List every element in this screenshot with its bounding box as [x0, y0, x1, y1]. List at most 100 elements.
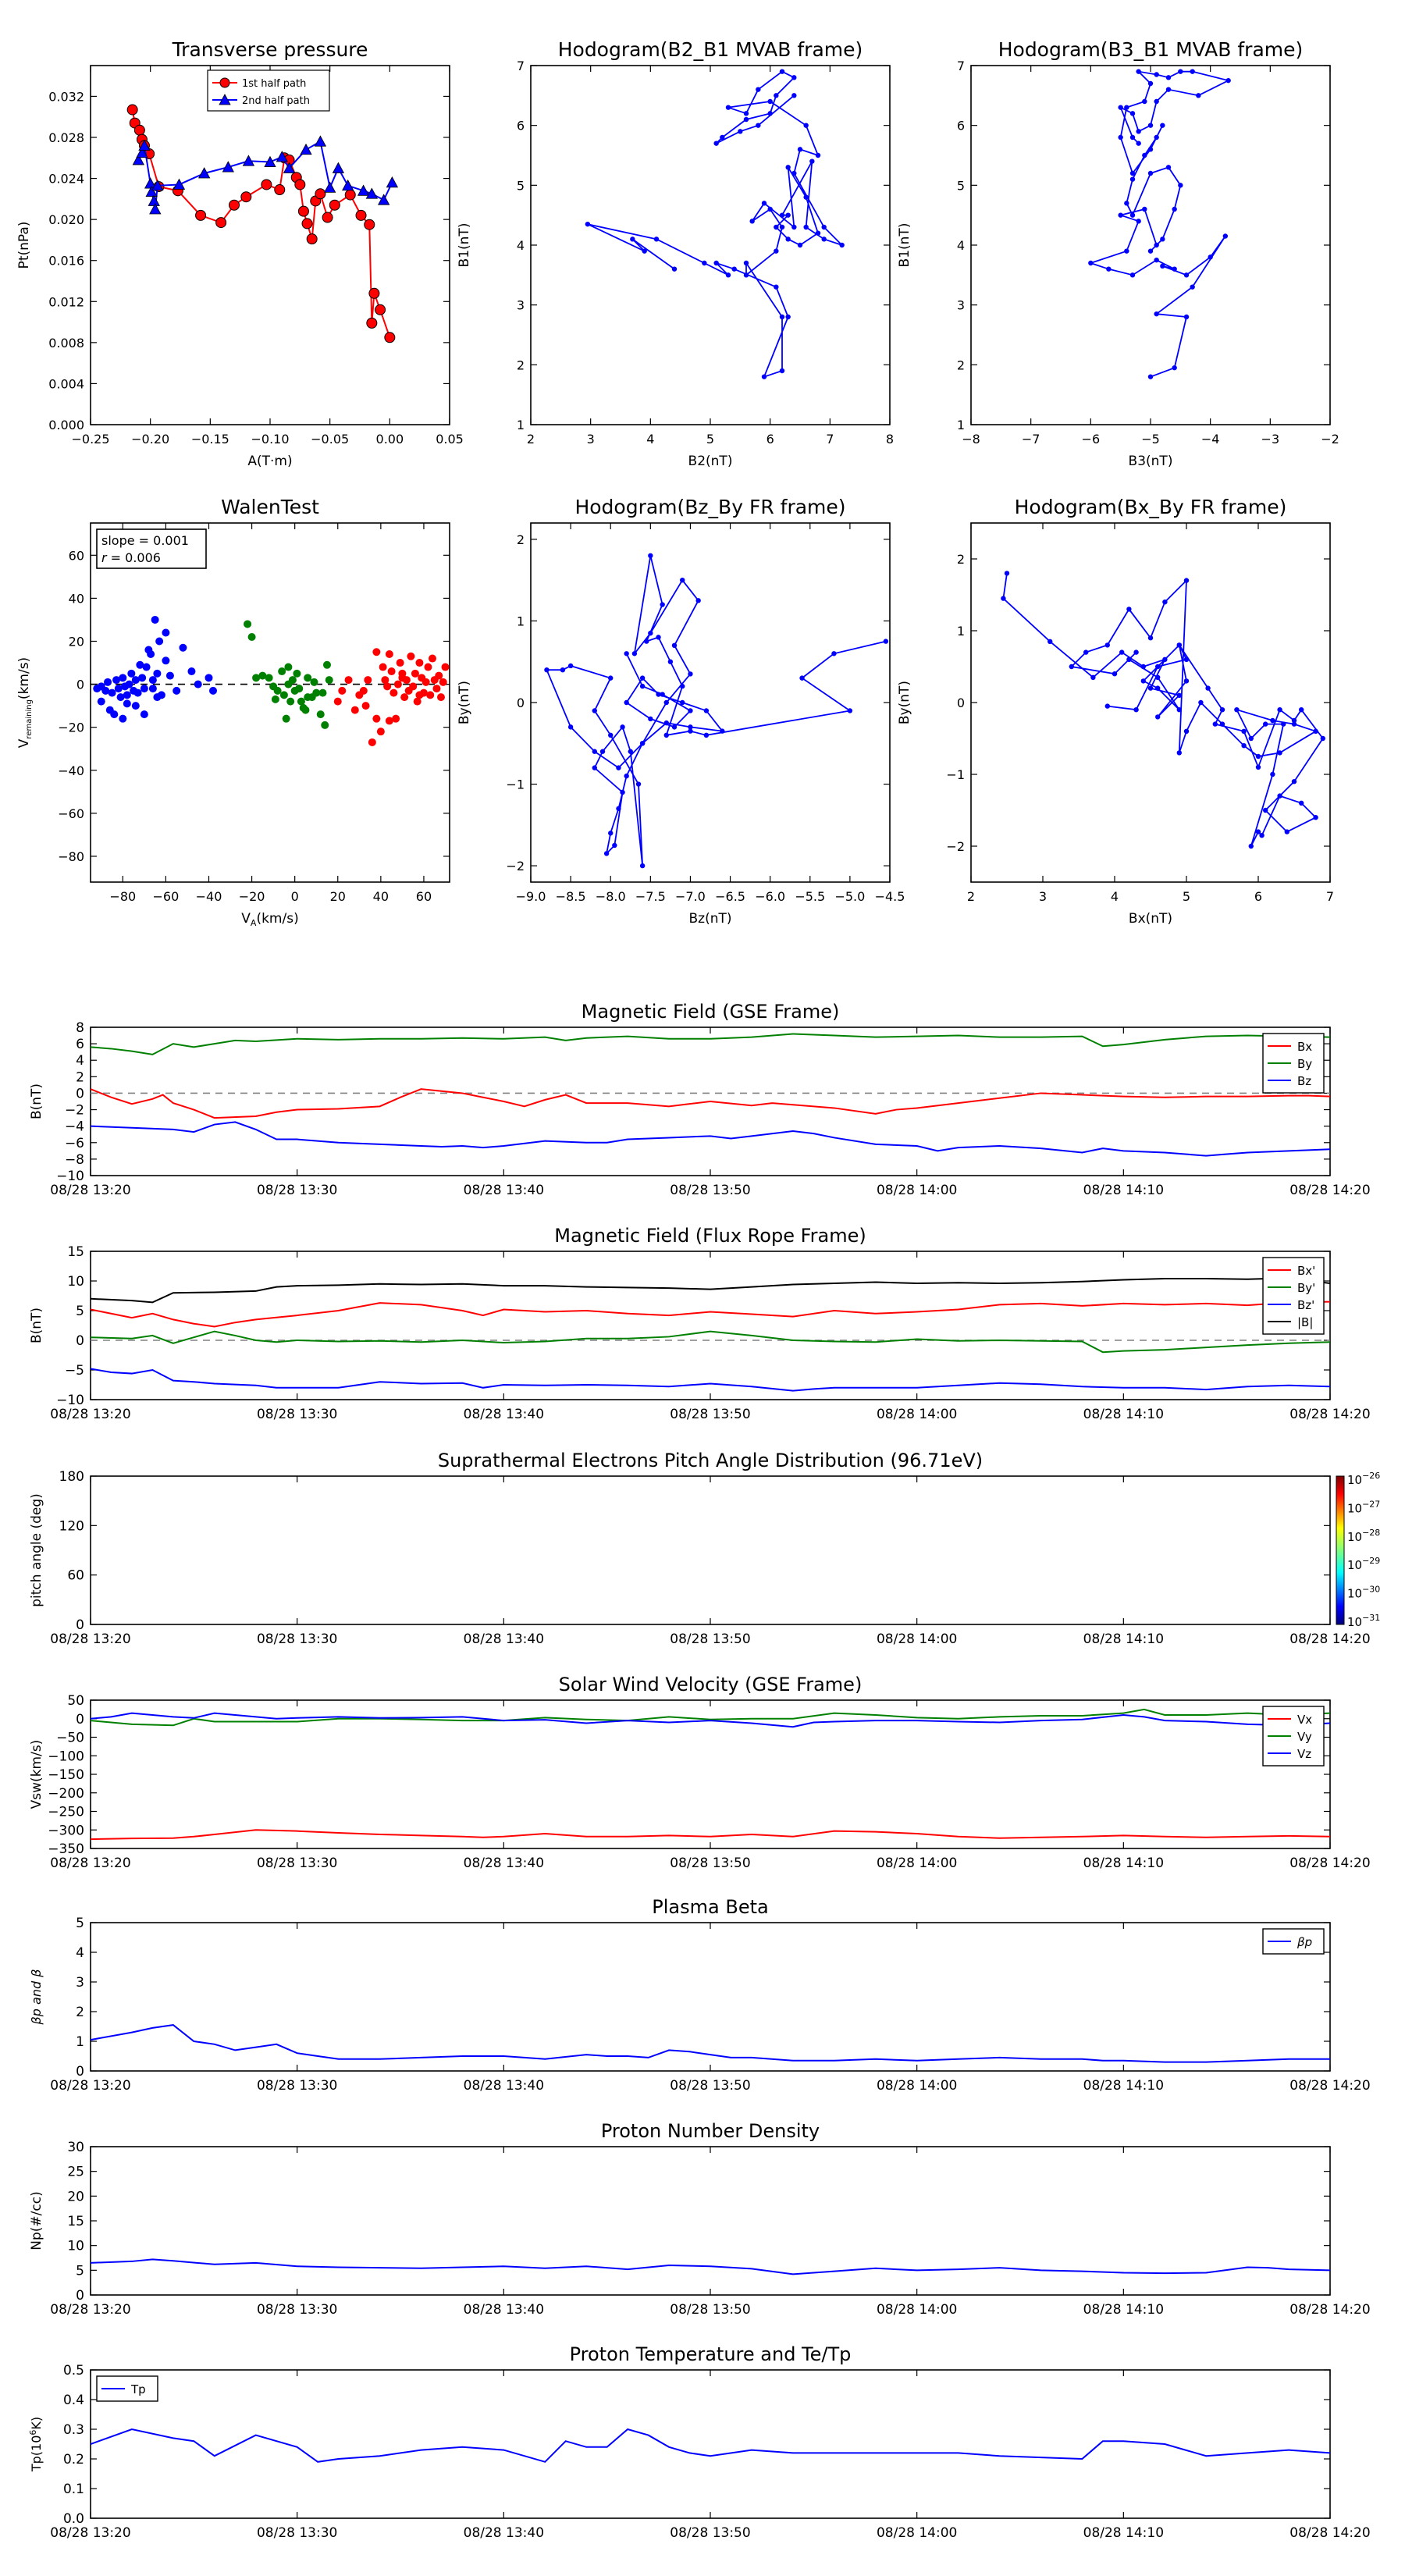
- chart-pad: Suprathermal Electrons Pitch Angle Distr…: [29, 1450, 1380, 1647]
- x-tick-label: 08/28 13:50: [670, 2302, 750, 2318]
- x-tick-label: −5: [1141, 432, 1160, 447]
- data-point: [325, 676, 333, 685]
- x-tick-label: −8.0: [596, 889, 626, 904]
- x-tick-label: 08/28 13:40: [464, 1631, 544, 1647]
- y-tick-label: 0.012: [48, 294, 84, 309]
- plot-frame: [970, 522, 1331, 883]
- data-point: [774, 224, 779, 230]
- x-tick-label: 08/28 13:30: [257, 1856, 337, 1871]
- data-point: [165, 671, 174, 680]
- data-point: [756, 87, 761, 92]
- data-point: [252, 674, 261, 682]
- x-tick-label: 08/28 13:50: [670, 1631, 750, 1647]
- x-tick-label: −0.10: [251, 432, 289, 447]
- data-point: [1083, 649, 1089, 655]
- data-point: [1124, 201, 1129, 206]
- data-point: [1136, 141, 1141, 146]
- y-tick-label: 0.5: [63, 2363, 84, 2379]
- y-tick-label: −2: [946, 839, 965, 854]
- data-point: [229, 199, 240, 211]
- data-point: [276, 151, 289, 162]
- data-point: [688, 671, 693, 677]
- data-point: [803, 194, 809, 200]
- chart-bfr: Magnetic Field (Flux Rope Frame) −10 −5 0 5 1…: [29, 1225, 1371, 1422]
- data-point: [1263, 721, 1268, 727]
- data-point: [151, 615, 159, 624]
- data-point: [127, 669, 136, 678]
- data-point: [162, 656, 170, 665]
- data-point: [364, 219, 375, 230]
- x-tick-label: 08/28 13:30: [257, 2525, 337, 2541]
- data-point: [592, 749, 597, 754]
- data-point: [1155, 685, 1161, 691]
- plot-area: [91, 2428, 1330, 2463]
- data-point: [1124, 105, 1129, 110]
- y-tick-label: −100: [48, 1749, 84, 1764]
- data-point: [381, 676, 389, 685]
- data-point: [608, 732, 614, 738]
- data-point: [743, 111, 749, 116]
- data-point: [847, 708, 853, 713]
- data-point: [132, 154, 145, 165]
- data-point: [315, 188, 326, 200]
- data-point: [261, 179, 272, 190]
- data-point: [304, 674, 312, 682]
- x-tick-label: 0.00: [376, 432, 404, 447]
- data-point: [310, 678, 318, 686]
- data-point: [284, 663, 293, 671]
- y-tick-label: 4: [76, 1945, 84, 1961]
- data-point: [1154, 257, 1159, 263]
- data-point: [624, 773, 629, 779]
- data-point: [774, 284, 779, 290]
- data-point: [355, 209, 367, 221]
- data-point: [333, 697, 342, 706]
- y-tick-label: −2: [506, 859, 525, 873]
- data-point: [140, 710, 148, 719]
- data-point: [426, 691, 435, 699]
- x-tick-label: 08/28 14:20: [1289, 1183, 1370, 1198]
- data-point: [1277, 750, 1282, 756]
- data-point: [624, 699, 629, 706]
- data-point: [1147, 170, 1154, 176]
- x-tick-label: 08/28 13:20: [50, 2078, 130, 2094]
- plot-frame: [90, 1251, 1331, 1400]
- x-tick-label: 7: [1326, 889, 1334, 904]
- chart-h4: Hodogram(Bx_By FR frame) −2 −1 0 1 2 2 3 4 5 6 7 Bx(…: [897, 496, 1334, 927]
- data-point: [688, 728, 693, 734]
- data-point: [624, 651, 629, 656]
- data-point: [114, 685, 123, 693]
- data-point: [1183, 272, 1190, 278]
- plot-area: [585, 69, 845, 379]
- y-tick-label: 10: [67, 2239, 84, 2254]
- data-point: [1142, 206, 1147, 212]
- x-axis-label: B3(nT): [1129, 454, 1173, 469]
- chart-title: Hodogram(Bz_By FR frame): [574, 496, 845, 518]
- data-point: [720, 134, 725, 141]
- data-point: [648, 630, 653, 636]
- x-tick-label: −0.15: [191, 432, 229, 447]
- data-point: [1106, 266, 1112, 272]
- chart-walen: WalenTest −80 −60 −40 −20 0 20 40 60 −80 −60 −40 −20…: [16, 496, 450, 928]
- chart-np: Proton Number Density 0 5 10 15 20 25 30 08/28 1…: [29, 2120, 1371, 2318]
- data-point: [271, 695, 279, 703]
- data-point: [435, 671, 443, 680]
- series-line-0: [131, 109, 391, 338]
- plot-area: [91, 1708, 1330, 1841]
- x-axis-label: A(T·m): [247, 454, 292, 469]
- data-point: [376, 728, 385, 736]
- y-tick-label: 120: [59, 1518, 84, 1534]
- data-point: [756, 123, 761, 128]
- data-point: [366, 317, 378, 329]
- data-point: [631, 651, 638, 656]
- y-tick-label: 0: [76, 1333, 84, 1349]
- data-point: [428, 654, 436, 663]
- data-point: [1183, 314, 1190, 320]
- x-tick-label: 8: [886, 432, 894, 447]
- data-point: [1124, 248, 1129, 254]
- data-point: [779, 224, 785, 230]
- data-point: [785, 212, 791, 218]
- series-line-Vz: [91, 1712, 1330, 1728]
- data-point: [274, 184, 286, 196]
- data-point: [774, 248, 779, 254]
